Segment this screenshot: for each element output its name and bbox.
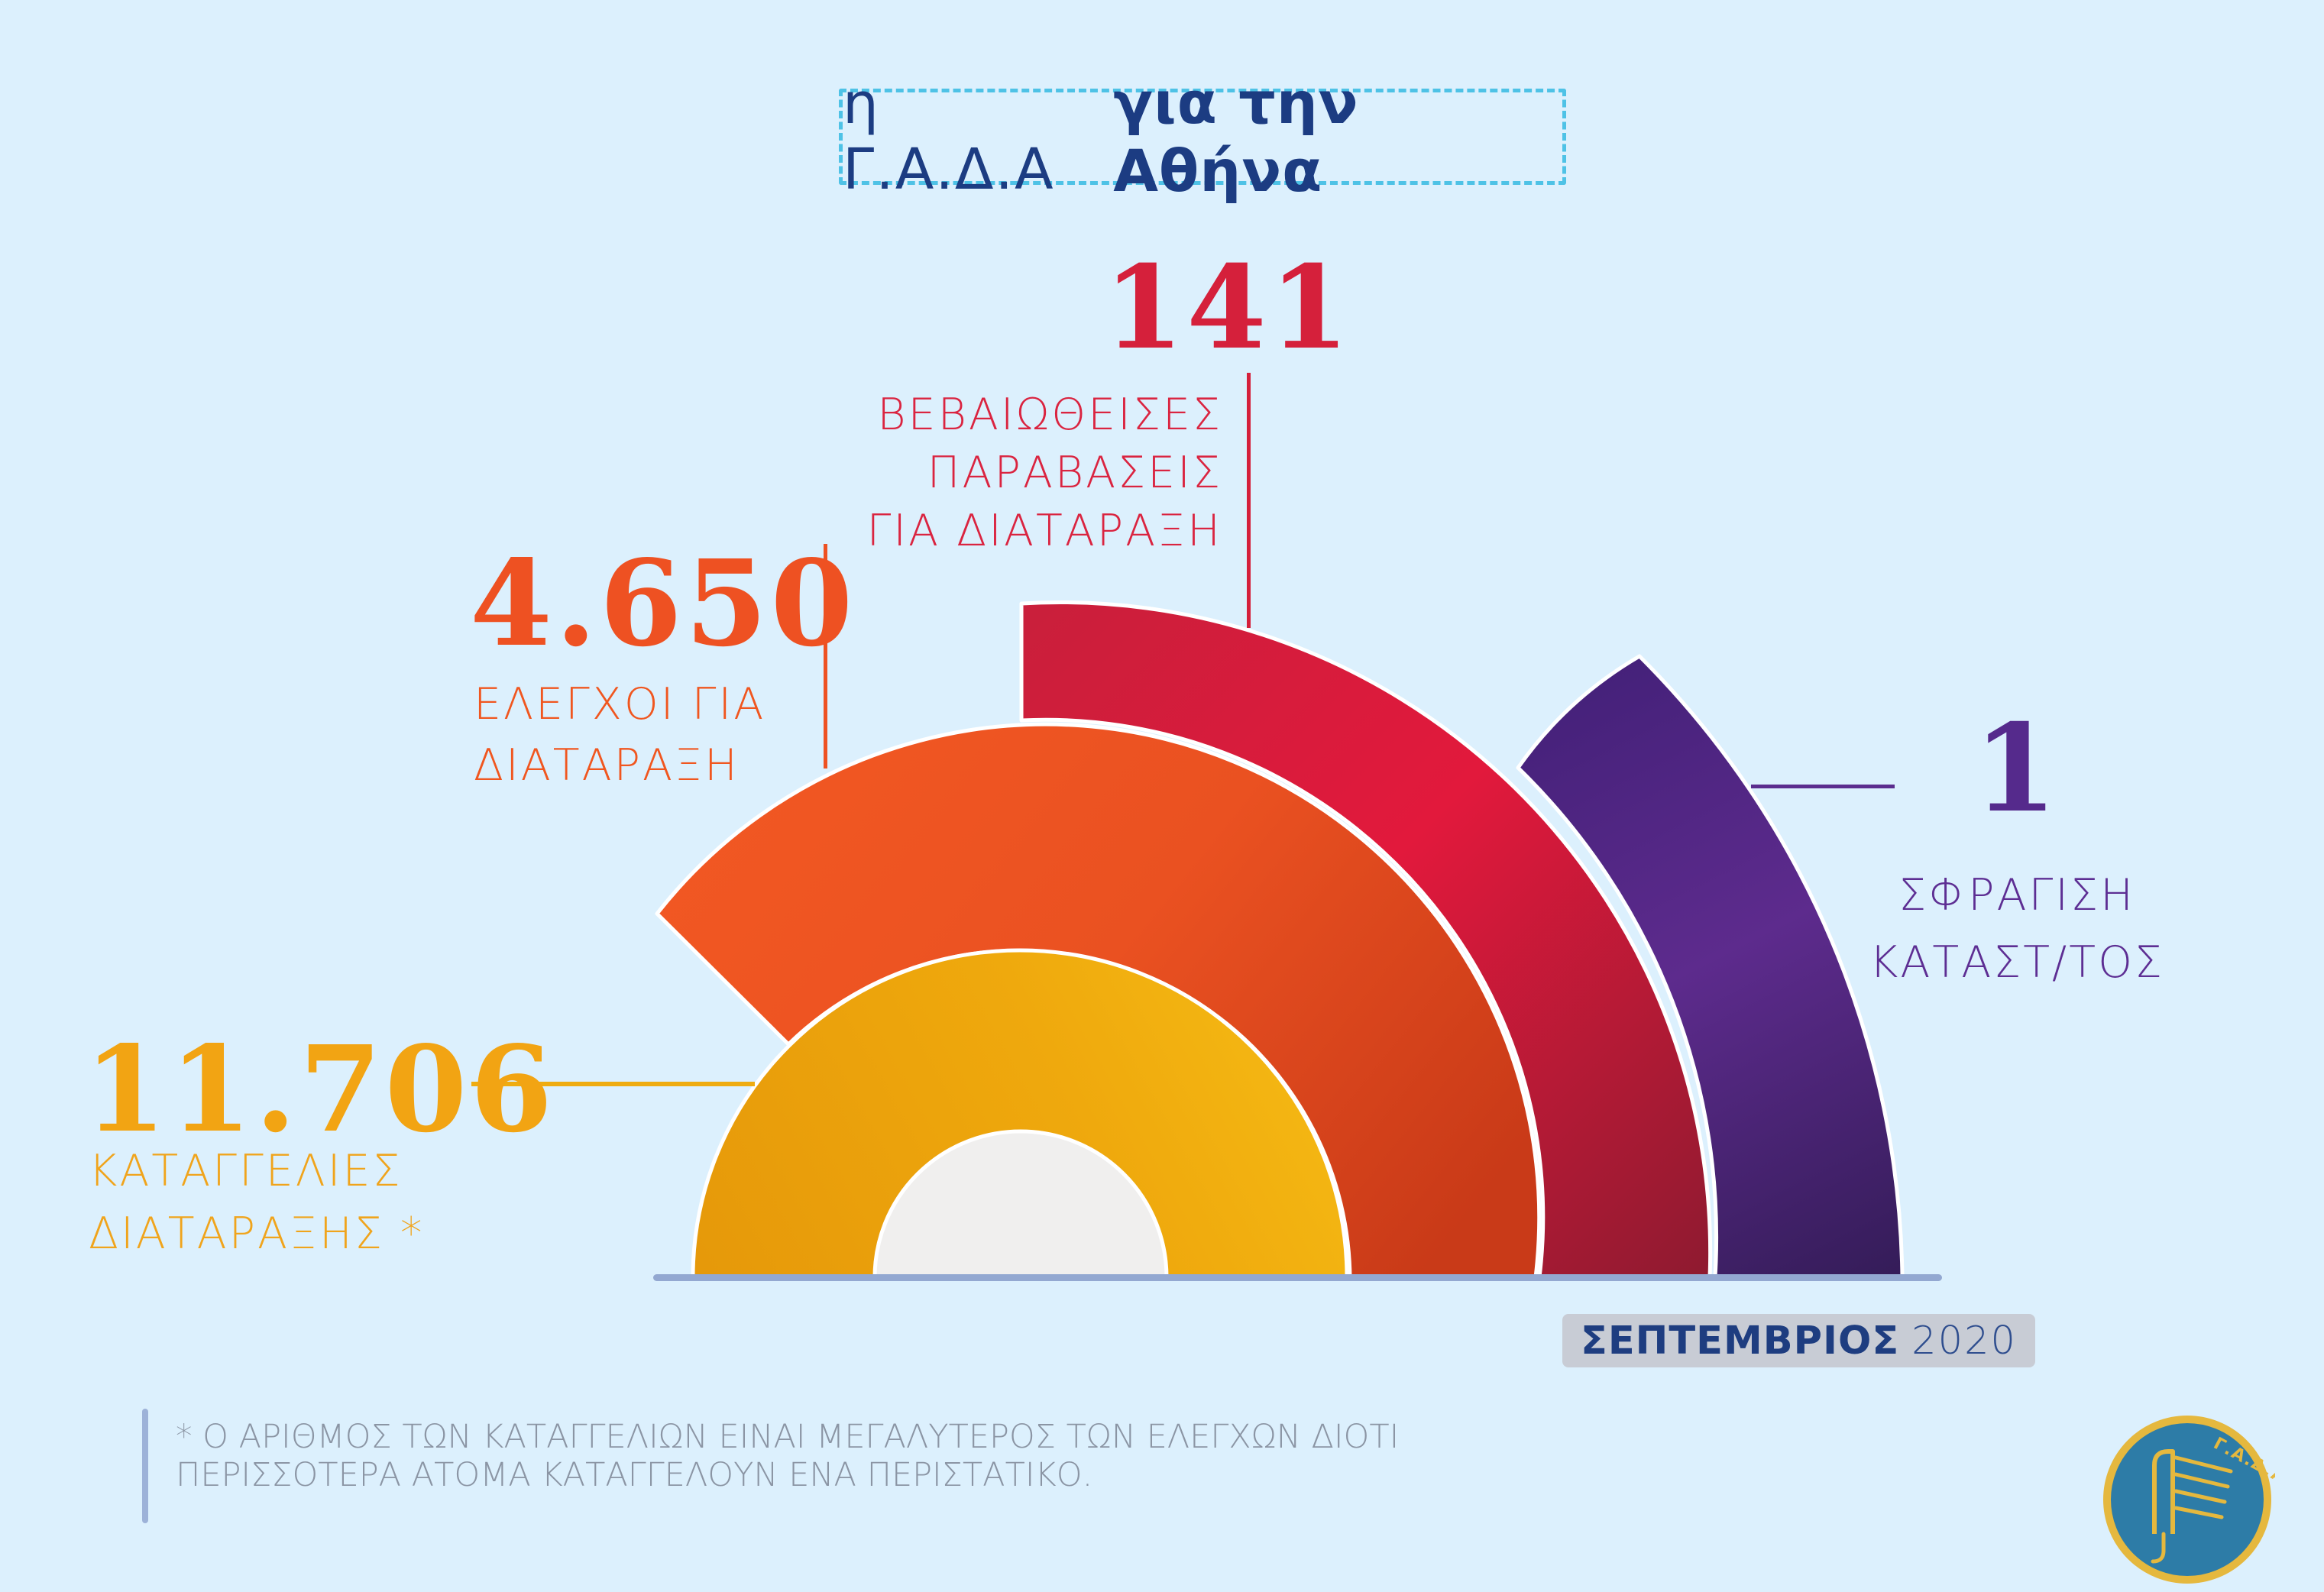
stat-value-kataggelies: 11.706 — [84, 1019, 556, 1159]
title-box: η Γ.Α.Δ.Α για την Αθήνα — [839, 69, 1566, 205]
stat-label-line: ΔΙΑΤΑΡΑΞΗ — [474, 740, 740, 791]
baseline — [653, 1274, 1942, 1281]
arc-center-hole — [872, 1129, 1169, 1280]
logo-door-icon — [2152, 1449, 2175, 1534]
period-year: 2020 — [1911, 1318, 2017, 1364]
period-badge: ΣΕΠΤΕΜΒΡΙΟΣ 2020 — [1562, 1314, 2035, 1367]
arc-purple-sfragish — [1516, 654, 1905, 1280]
stat-label-line: ΣΦΡΑΓΙΣΗ — [1898, 870, 2135, 921]
footnote-text: * Ο ΑΡΙΘΜΟΣ ΤΩΝ ΚΑΤΑΓΓΕΛΙΩΝ ΕΙΝΑΙ ΜΕΓΑΛΥ… — [176, 1418, 1551, 1494]
stat-value-paravaseis: 141 — [1103, 241, 1352, 375]
stat-label-line: ΒΕΒΑΙΩΘΕΙΣΕΣ — [877, 390, 1222, 440]
footnote-line: ΠΕΡΙΣΣΟΤΕΡΑ ΑΤΟΜΑ ΚΑΤΑΓΓΕΛΟΥΝ ΕΝΑ ΠΕΡΙΣΤ… — [176, 1456, 1093, 1494]
logo-ring — [2103, 1416, 2271, 1584]
stat-label-line: ΕΛΕΓΧΟΙ ΓΙΑ — [474, 679, 766, 730]
stat-label-line: ΚΑΤΑΓΓΕΛΙΕΣ — [89, 1146, 403, 1196]
period-month: ΣΕΠΤΕΜΒΡΙΟΣ — [1581, 1318, 1900, 1364]
leader-line-orange — [824, 544, 827, 768]
leader-line-purple — [1751, 785, 1895, 788]
gada-logo: Γ.Α.Δ.Α. — [2103, 1416, 2275, 1584]
title-emphasis: για την Αθήνα — [1113, 69, 1359, 205]
stat-label-line: ΠΑΡΑΒΑΣΕΙΣ — [927, 448, 1222, 498]
footnote-accent-bar — [142, 1409, 148, 1523]
stat-label-sfragish: ΣΦΡΑΓΙΣΗ ΚΑΤΑΣΤ/ΤΟΣ — [1826, 862, 2208, 996]
stat-label-paravaseis: ΒΕΒΑΙΩΘΕΙΣΕΣ ΠΑΡΑΒΑΣΕΙΣ ΓΙΑ ΔΙΑΤΑΡΑΞΗ — [688, 386, 1222, 560]
leader-line-yellow — [471, 1082, 755, 1086]
arc-red-paravaseis — [1019, 600, 1713, 1280]
stat-label-line: ΓΙΑ ΔΙΑΤΑΡΑΞΗ — [866, 506, 1222, 556]
logo-fan-lines-icon — [2173, 1455, 2233, 1519]
stat-label-kataggelies: ΚΑΤΑΓΓΕΛΙΕΣ ΔΙΑΤΑΡΑΞΗΣ * — [89, 1140, 623, 1265]
stat-label-elegxoi: ΕΛΕΓΧΟΙ ΓΙΑ ΔΙΑΤΑΡΑΞΗ — [474, 674, 1008, 796]
arc-yellow-kataggelies — [691, 948, 1349, 1280]
logo-hook-icon — [2151, 1532, 2166, 1564]
stat-value-sfragish: 1 — [1973, 698, 2060, 840]
title-prefix: η Γ.Α.Δ.Α — [843, 71, 1055, 202]
stat-value-elegxoi: 4.650 — [470, 533, 856, 673]
stat-label-line: ΔΙΑΤΑΡΑΞΗΣ * — [89, 1209, 425, 1259]
footnote-line: * Ο ΑΡΙΘΜΟΣ ΤΩΝ ΚΑΤΑΓΓΕΛΙΩΝ ΕΙΝΑΙ ΜΕΓΑΛΥ… — [176, 1418, 1400, 1456]
stat-label-line: ΚΑΤΑΣΤ/ΤΟΣ — [1869, 937, 2164, 988]
leader-line-red — [1247, 373, 1251, 628]
